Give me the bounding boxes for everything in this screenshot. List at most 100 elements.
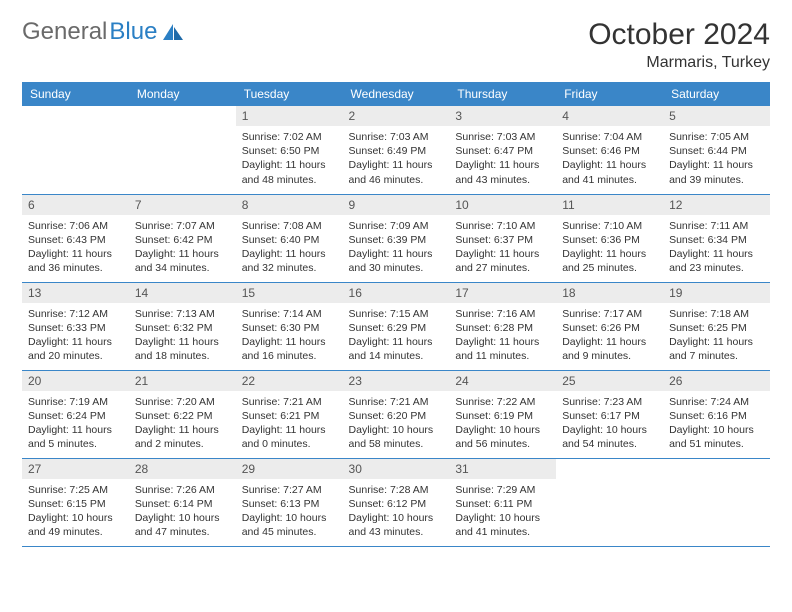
calendar-day: 11Sunrise: 7:10 AMSunset: 6:36 PMDayligh… <box>556 194 663 282</box>
daylight-text: Daylight: 11 hours and 14 minutes. <box>349 335 444 363</box>
day-content: Sunrise: 7:03 AMSunset: 6:47 PMDaylight:… <box>449 126 556 193</box>
daylight-text: Daylight: 11 hours and 2 minutes. <box>135 423 230 451</box>
sunrise-text: Sunrise: 7:21 AM <box>242 395 337 409</box>
calendar-day: 17Sunrise: 7:16 AMSunset: 6:28 PMDayligh… <box>449 282 556 370</box>
sunset-text: Sunset: 6:13 PM <box>242 497 337 511</box>
daylight-text: Daylight: 11 hours and 43 minutes. <box>455 158 550 186</box>
daylight-text: Daylight: 10 hours and 51 minutes. <box>669 423 764 451</box>
daylight-text: Daylight: 10 hours and 43 minutes. <box>349 511 444 539</box>
sunrise-text: Sunrise: 7:03 AM <box>349 130 444 144</box>
sunrise-text: Sunrise: 7:05 AM <box>669 130 764 144</box>
header: GeneralBlue October 2024 Marmaris, Turke… <box>22 18 770 72</box>
sunrise-text: Sunrise: 7:19 AM <box>28 395 123 409</box>
sunrise-text: Sunrise: 7:16 AM <box>455 307 550 321</box>
sunset-text: Sunset: 6:30 PM <box>242 321 337 335</box>
sunrise-text: Sunrise: 7:21 AM <box>349 395 444 409</box>
day-content: Sunrise: 7:15 AMSunset: 6:29 PMDaylight:… <box>343 303 450 370</box>
daylight-text: Daylight: 10 hours and 41 minutes. <box>455 511 550 539</box>
day-number: 19 <box>663 283 770 303</box>
calendar-empty <box>663 458 770 546</box>
calendar-body: 1Sunrise: 7:02 AMSunset: 6:50 PMDaylight… <box>22 106 770 546</box>
sunrise-text: Sunrise: 7:09 AM <box>349 219 444 233</box>
day-content: Sunrise: 7:06 AMSunset: 6:43 PMDaylight:… <box>22 215 129 282</box>
day-number: 10 <box>449 195 556 215</box>
sunset-text: Sunset: 6:43 PM <box>28 233 123 247</box>
sunrise-text: Sunrise: 7:08 AM <box>242 219 337 233</box>
day-number: 26 <box>663 371 770 391</box>
sunset-text: Sunset: 6:46 PM <box>562 144 657 158</box>
daylight-text: Daylight: 11 hours and 46 minutes. <box>349 158 444 186</box>
calendar-day: 7Sunrise: 7:07 AMSunset: 6:42 PMDaylight… <box>129 194 236 282</box>
sunset-text: Sunset: 6:17 PM <box>562 409 657 423</box>
calendar-day: 13Sunrise: 7:12 AMSunset: 6:33 PMDayligh… <box>22 282 129 370</box>
sunrise-text: Sunrise: 7:10 AM <box>562 219 657 233</box>
logo-sail-icon <box>161 22 185 42</box>
calendar-day: 8Sunrise: 7:08 AMSunset: 6:40 PMDaylight… <box>236 194 343 282</box>
day-content: Sunrise: 7:18 AMSunset: 6:25 PMDaylight:… <box>663 303 770 370</box>
day-content: Sunrise: 7:28 AMSunset: 6:12 PMDaylight:… <box>343 479 450 546</box>
daylight-text: Daylight: 10 hours and 54 minutes. <box>562 423 657 451</box>
day-number: 29 <box>236 459 343 479</box>
day-content: Sunrise: 7:09 AMSunset: 6:39 PMDaylight:… <box>343 215 450 282</box>
sunrise-text: Sunrise: 7:22 AM <box>455 395 550 409</box>
calendar-day: 5Sunrise: 7:05 AMSunset: 6:44 PMDaylight… <box>663 106 770 194</box>
calendar-day: 20Sunrise: 7:19 AMSunset: 6:24 PMDayligh… <box>22 370 129 458</box>
sunrise-text: Sunrise: 7:03 AM <box>455 130 550 144</box>
daylight-text: Daylight: 11 hours and 16 minutes. <box>242 335 337 363</box>
sunset-text: Sunset: 6:28 PM <box>455 321 550 335</box>
day-content: Sunrise: 7:21 AMSunset: 6:21 PMDaylight:… <box>236 391 343 458</box>
calendar-day: 31Sunrise: 7:29 AMSunset: 6:11 PMDayligh… <box>449 458 556 546</box>
weekday-header: Friday <box>556 82 663 106</box>
day-number: 28 <box>129 459 236 479</box>
day-content: Sunrise: 7:24 AMSunset: 6:16 PMDaylight:… <box>663 391 770 458</box>
day-content: Sunrise: 7:16 AMSunset: 6:28 PMDaylight:… <box>449 303 556 370</box>
sunset-text: Sunset: 6:34 PM <box>669 233 764 247</box>
calendar-day: 3Sunrise: 7:03 AMSunset: 6:47 PMDaylight… <box>449 106 556 194</box>
calendar-day: 26Sunrise: 7:24 AMSunset: 6:16 PMDayligh… <box>663 370 770 458</box>
sunrise-text: Sunrise: 7:27 AM <box>242 483 337 497</box>
calendar-day: 14Sunrise: 7:13 AMSunset: 6:32 PMDayligh… <box>129 282 236 370</box>
sunrise-text: Sunrise: 7:11 AM <box>669 219 764 233</box>
calendar-day: 24Sunrise: 7:22 AMSunset: 6:19 PMDayligh… <box>449 370 556 458</box>
daylight-text: Daylight: 11 hours and 34 minutes. <box>135 247 230 275</box>
sunset-text: Sunset: 6:14 PM <box>135 497 230 511</box>
calendar-day: 19Sunrise: 7:18 AMSunset: 6:25 PMDayligh… <box>663 282 770 370</box>
daylight-text: Daylight: 11 hours and 36 minutes. <box>28 247 123 275</box>
calendar-day: 22Sunrise: 7:21 AMSunset: 6:21 PMDayligh… <box>236 370 343 458</box>
daylight-text: Daylight: 10 hours and 49 minutes. <box>28 511 123 539</box>
sunrise-text: Sunrise: 7:07 AM <box>135 219 230 233</box>
calendar-day: 28Sunrise: 7:26 AMSunset: 6:14 PMDayligh… <box>129 458 236 546</box>
day-content: Sunrise: 7:26 AMSunset: 6:14 PMDaylight:… <box>129 479 236 546</box>
sunrise-text: Sunrise: 7:15 AM <box>349 307 444 321</box>
sunrise-text: Sunrise: 7:25 AM <box>28 483 123 497</box>
day-content: Sunrise: 7:12 AMSunset: 6:33 PMDaylight:… <box>22 303 129 370</box>
sunrise-text: Sunrise: 7:04 AM <box>562 130 657 144</box>
daylight-text: Daylight: 10 hours and 56 minutes. <box>455 423 550 451</box>
daylight-text: Daylight: 11 hours and 20 minutes. <box>28 335 123 363</box>
sunset-text: Sunset: 6:24 PM <box>28 409 123 423</box>
sunrise-text: Sunrise: 7:26 AM <box>135 483 230 497</box>
daylight-text: Daylight: 11 hours and 0 minutes. <box>242 423 337 451</box>
sunset-text: Sunset: 6:40 PM <box>242 233 337 247</box>
title-block: October 2024 Marmaris, Turkey <box>588 18 770 72</box>
location: Marmaris, Turkey <box>588 54 770 72</box>
day-content: Sunrise: 7:04 AMSunset: 6:46 PMDaylight:… <box>556 126 663 193</box>
daylight-text: Daylight: 10 hours and 45 minutes. <box>242 511 337 539</box>
day-content: Sunrise: 7:13 AMSunset: 6:32 PMDaylight:… <box>129 303 236 370</box>
sunrise-text: Sunrise: 7:28 AM <box>349 483 444 497</box>
logo-text-1: General <box>22 18 107 46</box>
day-number: 25 <box>556 371 663 391</box>
sunrise-text: Sunrise: 7:29 AM <box>455 483 550 497</box>
sunset-text: Sunset: 6:44 PM <box>669 144 764 158</box>
daylight-text: Daylight: 10 hours and 47 minutes. <box>135 511 230 539</box>
day-number: 15 <box>236 283 343 303</box>
logo-text-2: Blue <box>109 18 157 46</box>
sunset-text: Sunset: 6:15 PM <box>28 497 123 511</box>
calendar-day: 16Sunrise: 7:15 AMSunset: 6:29 PMDayligh… <box>343 282 450 370</box>
day-number: 22 <box>236 371 343 391</box>
day-number: 9 <box>343 195 450 215</box>
sunset-text: Sunset: 6:22 PM <box>135 409 230 423</box>
day-number: 7 <box>129 195 236 215</box>
calendar-row: 1Sunrise: 7:02 AMSunset: 6:50 PMDaylight… <box>22 106 770 194</box>
calendar-day: 6Sunrise: 7:06 AMSunset: 6:43 PMDaylight… <box>22 194 129 282</box>
